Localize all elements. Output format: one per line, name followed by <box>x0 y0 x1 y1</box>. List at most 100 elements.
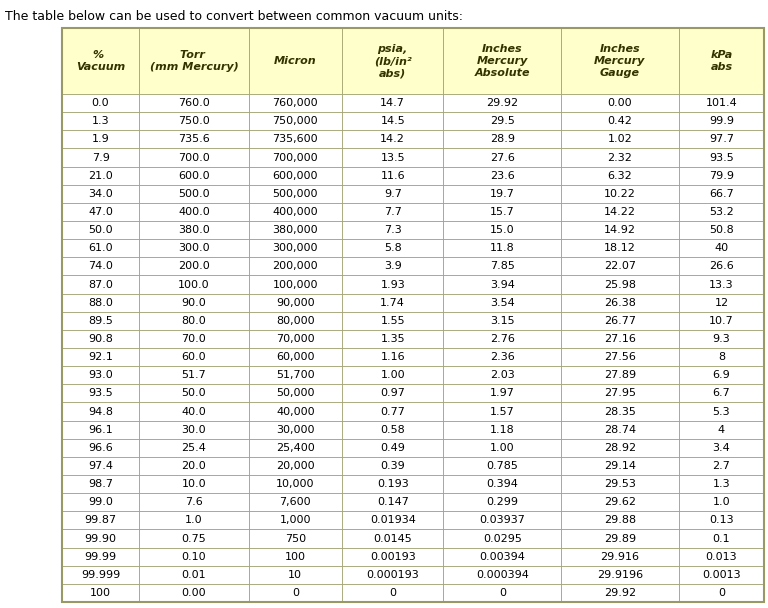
Text: 14.22: 14.22 <box>604 207 636 217</box>
Text: 70.0: 70.0 <box>181 334 207 344</box>
Text: 13.3: 13.3 <box>709 280 733 289</box>
Bar <box>342 275 443 294</box>
Bar <box>342 148 443 167</box>
Bar <box>561 439 679 457</box>
Text: 1.0: 1.0 <box>713 497 730 507</box>
Text: 11.8: 11.8 <box>490 243 515 253</box>
Bar <box>62 148 139 167</box>
Text: 28.35: 28.35 <box>604 407 636 416</box>
Text: 100: 100 <box>90 588 111 598</box>
Bar <box>139 384 249 402</box>
Bar <box>342 548 443 565</box>
Text: 1.9: 1.9 <box>91 134 109 144</box>
Text: 500,000: 500,000 <box>273 189 318 199</box>
Bar <box>139 275 249 294</box>
Text: 0.0295: 0.0295 <box>483 533 521 544</box>
Text: 29.53: 29.53 <box>604 479 636 489</box>
Bar <box>443 185 561 203</box>
Bar <box>249 548 342 565</box>
Text: 90,000: 90,000 <box>276 298 315 308</box>
Text: 99.87: 99.87 <box>84 516 117 525</box>
Text: 5.8: 5.8 <box>384 243 402 253</box>
Bar <box>443 312 561 330</box>
Bar <box>249 167 342 185</box>
Text: 400,000: 400,000 <box>273 207 318 217</box>
Text: 0.299: 0.299 <box>486 497 518 507</box>
Text: 40.0: 40.0 <box>181 407 207 416</box>
Text: 0.013: 0.013 <box>706 551 737 562</box>
Text: 0.0013: 0.0013 <box>702 570 740 580</box>
Bar <box>561 511 679 530</box>
Text: 0.00: 0.00 <box>607 98 632 108</box>
Text: 93.5: 93.5 <box>709 153 733 162</box>
Bar <box>342 112 443 130</box>
Text: 600,000: 600,000 <box>273 171 318 181</box>
Text: 8: 8 <box>718 352 725 362</box>
Bar <box>443 130 561 148</box>
Bar <box>139 565 249 584</box>
Text: 0.000193: 0.000193 <box>366 570 419 580</box>
Text: 29.92: 29.92 <box>604 588 636 598</box>
Text: 11.6: 11.6 <box>380 171 405 181</box>
Bar <box>342 330 443 348</box>
Text: 500.0: 500.0 <box>178 189 210 199</box>
Text: Micron: Micron <box>274 56 316 66</box>
Bar <box>679 421 764 439</box>
Bar <box>62 94 139 112</box>
Bar <box>679 185 764 203</box>
Bar <box>62 530 139 548</box>
Text: 25.4: 25.4 <box>181 443 207 453</box>
Bar <box>561 530 679 548</box>
Text: 87.0: 87.0 <box>88 280 113 289</box>
Bar <box>62 457 139 475</box>
Bar <box>139 457 249 475</box>
Text: 15.0: 15.0 <box>490 225 515 235</box>
Bar <box>342 384 443 402</box>
Text: 13.5: 13.5 <box>380 153 405 162</box>
Bar <box>249 330 342 348</box>
Text: 29.14: 29.14 <box>604 461 636 471</box>
Text: 0.00: 0.00 <box>181 588 206 598</box>
Bar <box>342 94 443 112</box>
Text: 14.92: 14.92 <box>604 225 636 235</box>
Text: 27.89: 27.89 <box>604 370 636 380</box>
Bar <box>139 421 249 439</box>
Bar <box>249 366 342 384</box>
Bar <box>342 294 443 312</box>
Text: 750: 750 <box>285 533 306 544</box>
Text: 0.000394: 0.000394 <box>476 570 528 580</box>
Text: 1.55: 1.55 <box>380 316 405 326</box>
Text: 0.77: 0.77 <box>380 407 406 416</box>
Bar <box>249 130 342 148</box>
Text: 1.35: 1.35 <box>380 334 405 344</box>
Bar <box>342 530 443 548</box>
Text: 27.95: 27.95 <box>604 389 636 398</box>
Bar <box>561 584 679 602</box>
Text: 1.02: 1.02 <box>607 134 632 144</box>
Text: 79.9: 79.9 <box>709 171 734 181</box>
Bar <box>443 402 561 421</box>
Bar <box>561 203 679 221</box>
Bar <box>62 475 139 493</box>
Text: 0.42: 0.42 <box>607 116 632 126</box>
Bar <box>139 584 249 602</box>
Bar <box>443 294 561 312</box>
Text: 99.99: 99.99 <box>84 551 117 562</box>
Bar <box>561 167 679 185</box>
Bar <box>561 402 679 421</box>
Text: 40,000: 40,000 <box>276 407 315 416</box>
Text: 93.0: 93.0 <box>88 370 113 380</box>
Text: 10,000: 10,000 <box>276 479 315 489</box>
Text: 1.00: 1.00 <box>490 443 515 453</box>
Bar <box>342 221 443 239</box>
Text: 97.4: 97.4 <box>88 461 113 471</box>
Text: 0.0: 0.0 <box>91 98 109 108</box>
Text: 47.0: 47.0 <box>88 207 113 217</box>
Bar <box>62 565 139 584</box>
Text: 7.85: 7.85 <box>490 261 515 271</box>
Bar <box>679 493 764 511</box>
Text: 92.1: 92.1 <box>88 352 113 362</box>
Text: 14.7: 14.7 <box>380 98 406 108</box>
Text: 99.999: 99.999 <box>81 570 120 580</box>
Bar <box>679 94 764 112</box>
